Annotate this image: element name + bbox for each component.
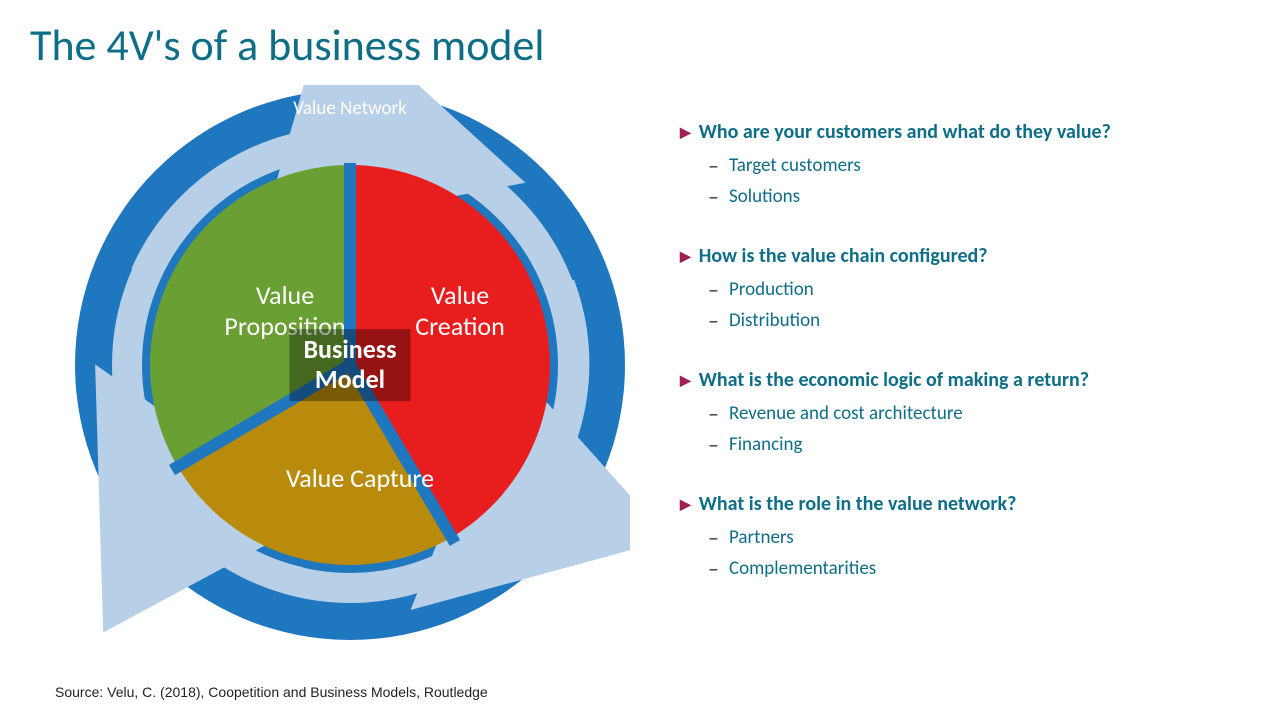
segment-label-capture: Value Capture [250,463,470,494]
triangle-bullet-icon: ▶ [680,368,691,389]
question-sub: –Distribution [708,309,1250,332]
triangle-bullet-icon: ▶ [680,120,691,141]
question-sub: –Solutions [708,185,1250,208]
four-v-diagram: Value Network Value Proposition Value Cr… [70,85,630,645]
question-sub: –Partners [708,526,1250,549]
question-sub: –Target customers [708,154,1250,177]
question-sub: –Revenue and cost architecture [708,402,1250,425]
triangle-bullet-icon: ▶ [680,492,691,513]
center-label: Business Model [289,329,410,401]
question-head: ▶ What is the economic logic of making a… [680,368,1250,392]
dash-icon: – [708,155,719,177]
question-head: ▶ Who are your customers and what do the… [680,120,1250,144]
triangle-bullet-icon: ▶ [680,244,691,265]
question-sub: –Financing [708,433,1250,456]
dash-icon: – [708,434,719,456]
page-title: The 4V's of a business model [30,18,545,72]
questions-list: ▶ Who are your customers and what do the… [680,120,1250,616]
question-block: ▶ Who are your customers and what do the… [680,120,1250,208]
dash-icon: – [708,558,719,580]
dash-icon: – [708,186,719,208]
dash-icon: – [708,527,719,549]
question-block: ▶ What is the role in the value network?… [680,492,1250,580]
dash-icon: – [708,310,719,332]
question-block: ▶ How is the value chain configured? –Pr… [680,244,1250,332]
question-head: ▶ What is the role in the value network? [680,492,1250,516]
question-sub: –Complementarities [708,557,1250,580]
question-block: ▶ What is the economic logic of making a… [680,368,1250,456]
source-citation: Source: Velu, C. (2018), Coopetition and… [55,684,488,700]
dash-icon: – [708,403,719,425]
ring-label-value-network: Value Network [293,97,407,120]
question-sub: –Production [708,278,1250,301]
dash-icon: – [708,279,719,301]
question-head: ▶ How is the value chain configured? [680,244,1250,268]
